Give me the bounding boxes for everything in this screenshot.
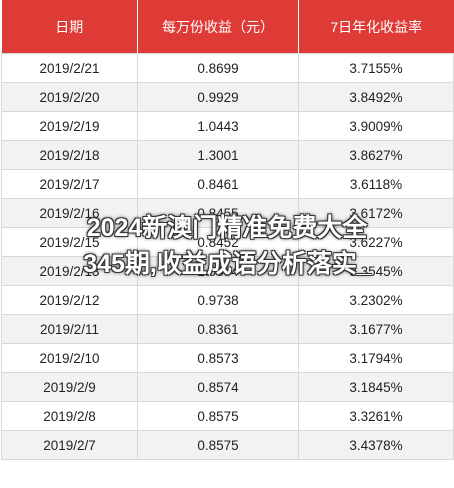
table-cell: 3.1677% (298, 314, 454, 344)
table-cell: 3.1845% (298, 372, 454, 402)
table-cell: 3.6118% (298, 169, 454, 199)
table-cell: 3.3545% (298, 256, 454, 286)
table-row: 2019/2/21 0.8699 3.7155% (1, 53, 454, 83)
table-row: 2019/2/18 1.3001 3.8627% (1, 140, 454, 170)
header-cell: 日期 (1, 0, 138, 54)
table-row: 2019/2/20 0.9929 3.8492% (1, 82, 454, 112)
table-cell: 3.1794% (298, 343, 454, 373)
table-cell: 2019/2/17 (1, 169, 138, 199)
table-cell: 1.0443 (137, 111, 299, 141)
table-cell: 3.6172% (298, 198, 454, 228)
table-cell: 0.8461 (137, 169, 299, 199)
table-cell: 2019/2/9 (1, 372, 138, 402)
table-cell: 2019/2/20 (1, 82, 138, 112)
table-row: 2019/2/8 0.8575 3.3261% (1, 401, 454, 431)
table-cell: 3.2302% (298, 285, 454, 315)
watermark: 2024新澳门精准免费大全 345期,收益成语分析落实_ (0, 210, 454, 282)
table-cell: 3.8492% (298, 82, 454, 112)
table-cell: 3.7155% (298, 53, 454, 83)
table-row: 2019/2/15 0.8452 3.6227% (1, 227, 454, 257)
table-cell: 0.8574 (137, 372, 299, 402)
table-cell: 2019/2/8 (1, 401, 138, 431)
table-row: 2019/2/10 0.8573 3.1794% (1, 343, 454, 373)
table-cell: 2019/2/7 (1, 430, 138, 460)
table-cell: 2019/2/11 (1, 314, 138, 344)
watermark-line: 2024新澳门精准免费大全 (86, 214, 368, 242)
table-cell: 2019/2/10 (1, 343, 138, 373)
yield-table: 日期 每万份收益（元） 7日年化收益率 2019/2/21 0.8699 3.715… (1, 0, 454, 460)
table-cell: 3.9009% (298, 111, 454, 141)
table-cell: 3.8627% (298, 140, 454, 170)
table-cell: 0.8573 (137, 343, 299, 373)
header-cell: 每万份收益（元） (137, 0, 299, 54)
table-row: 2019/2/9 0.8574 3.1845% (1, 372, 454, 402)
table-row: 2019/2/19 1.0443 3.9009% (1, 111, 454, 141)
table-row: 2019/2/7 0.8575 3.4378% (1, 430, 454, 460)
table-row: 2019/2/11 0.8361 3.1677% (1, 314, 454, 344)
table-cell: 0.9929 (137, 82, 299, 112)
table-cell: 0.8699 (137, 53, 299, 83)
table-row: 2019/2/17 0.8461 3.6118% (1, 169, 454, 199)
table-cell: 2019/2/21 (1, 53, 138, 83)
table-cell: 3.4378% (298, 430, 454, 460)
table-cell: 0.9738 (137, 285, 299, 315)
table-body: 2019/2/21 0.8699 3.7155% 2019/2/20 0.9929 3.8… (1, 53, 454, 460)
table-cell: 2019/2/18 (1, 140, 138, 170)
header-cell: 7日年化收益率 (298, 0, 454, 54)
table-cell: 0.8575 (137, 401, 299, 431)
table-cell: 3.3261% (298, 401, 454, 431)
table-cell: 2019/2/12 (1, 285, 138, 315)
table-cell: 0.8575 (137, 430, 299, 460)
table-cell: 2019/2/19 (1, 111, 138, 141)
table-cell: 0.8361 (137, 314, 299, 344)
header-row: 日期 每万份收益（元） 7日年化收益率 (1, 0, 454, 54)
table-cell: 0.8455 (137, 198, 299, 228)
table-cell: 2019/2/15 (1, 227, 138, 257)
table-row: 2019/2/16 0.8455 3.6172% (1, 198, 454, 228)
table-row: 2019/2/12 0.9738 3.2302% (1, 285, 454, 315)
table-cell: 1.3001 (137, 140, 299, 170)
watermark-line: 345期,收益成语分析落实_ (83, 250, 371, 278)
